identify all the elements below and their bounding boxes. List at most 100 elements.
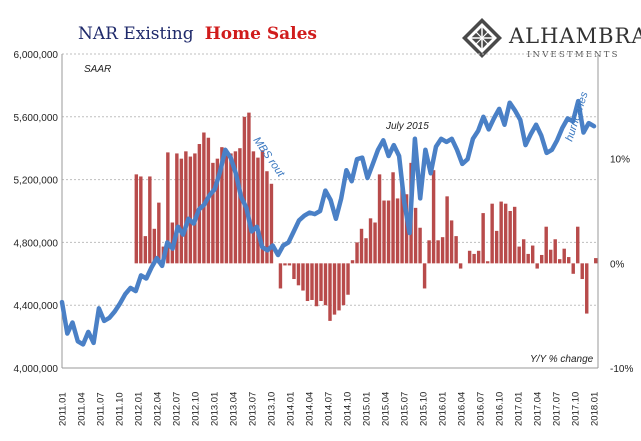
bar (310, 263, 314, 300)
bar (251, 151, 256, 264)
x-tick-label: 2013.01 (210, 392, 221, 426)
bar (431, 170, 436, 264)
y-left-tick-label: 4,000,000 (14, 364, 59, 375)
bar (404, 194, 409, 264)
bar (567, 257, 571, 264)
x-tick-label: 2017.01 (514, 392, 525, 426)
bar (319, 263, 323, 302)
bar (472, 253, 476, 264)
bar (278, 263, 283, 289)
alhambra-logo-icon (462, 18, 502, 58)
y-right-tick-label: 0% (610, 259, 625, 270)
bar (386, 200, 391, 264)
bar (359, 228, 364, 264)
bar (553, 239, 557, 264)
bar (454, 236, 458, 264)
bar (215, 158, 220, 264)
yy-label: Y/Y % change (530, 354, 594, 365)
bar (562, 248, 566, 264)
y-right-tick-label: -10% (610, 364, 633, 375)
y-axis-left: 4,000,000 4,400,000 4,800,000 5,200,000 5,60… (14, 50, 59, 375)
bar (323, 263, 328, 306)
bar-series (134, 112, 598, 321)
bar (202, 132, 206, 264)
x-tick-label: 2016.10 (495, 392, 506, 426)
bar (576, 226, 580, 264)
x-tick-label: 2013.07 (248, 392, 259, 426)
bar (368, 218, 373, 264)
x-tick-label: 2014.01 (286, 392, 297, 426)
bar (296, 263, 301, 286)
bar (413, 207, 418, 264)
bar (585, 263, 589, 314)
logo-sub: INVESTMENTS (527, 50, 620, 60)
bar (233, 151, 238, 264)
bar (539, 254, 544, 264)
bar (481, 213, 485, 264)
bar (558, 259, 562, 264)
bar (508, 211, 512, 264)
bar (260, 150, 265, 264)
bar (247, 112, 251, 264)
bar (350, 260, 355, 264)
bar (445, 196, 449, 264)
bar (364, 238, 368, 264)
bar (499, 201, 503, 264)
y-left-tick-label: 6,000,000 (14, 50, 59, 61)
x-tick-label: 2014.04 (305, 392, 316, 426)
bar (485, 261, 490, 264)
x-tick-label: 2017.07 (552, 392, 563, 426)
bar (283, 263, 287, 266)
x-tick-label: 2015.07 (400, 392, 411, 426)
bar (211, 162, 215, 264)
bar (422, 263, 427, 289)
logo-name: ALHAMBRA (508, 24, 641, 48)
bar (467, 250, 472, 264)
bar (305, 263, 310, 302)
bar (526, 253, 530, 264)
line-series (59, 98, 597, 347)
bar (256, 157, 260, 264)
bar (530, 245, 535, 264)
bar (346, 263, 350, 295)
y-left-tick-label: 4,800,000 (14, 238, 59, 249)
title-part1: NAR Existing (78, 24, 194, 44)
x-tick-label: 2012.01 (134, 392, 145, 426)
bar (503, 203, 508, 264)
bar (449, 220, 454, 264)
bar (184, 151, 188, 264)
x-tick-label: 2017.04 (533, 392, 544, 426)
y-left-tick-label: 4,400,000 (14, 301, 59, 312)
bar (193, 153, 197, 264)
x-tick-label: 2014.10 (343, 392, 354, 426)
x-tick-label: 2017.10 (571, 392, 582, 426)
bar (580, 263, 584, 280)
bar (179, 158, 184, 264)
y-left-tick-label: 5,600,000 (14, 113, 59, 124)
x-tick-label: 2014.07 (324, 392, 335, 426)
x-tick-label: 2015.01 (362, 392, 373, 426)
bar (301, 263, 305, 291)
bar (148, 176, 152, 264)
bar (328, 263, 332, 321)
x-tick-label: 2013.10 (267, 392, 278, 426)
bar (152, 228, 157, 264)
bar (229, 153, 233, 264)
x-tick-label: 2011.04 (77, 392, 88, 426)
bar (332, 263, 337, 315)
x-tick-label: 2011.01 (58, 392, 69, 426)
x-tick-label: 2016.07 (476, 392, 487, 426)
x-tick-label: 2016.01 (438, 392, 449, 426)
bar (220, 147, 224, 264)
bar (287, 263, 292, 266)
bar (427, 240, 431, 264)
x-tick-label: 2015.04 (381, 392, 392, 426)
bar (242, 116, 247, 264)
bar (337, 263, 341, 311)
x-tick-label: 2016.04 (457, 392, 468, 426)
bar (436, 240, 440, 264)
bar (400, 179, 404, 264)
bar (341, 263, 346, 306)
bar (175, 153, 179, 264)
bar (494, 230, 499, 264)
